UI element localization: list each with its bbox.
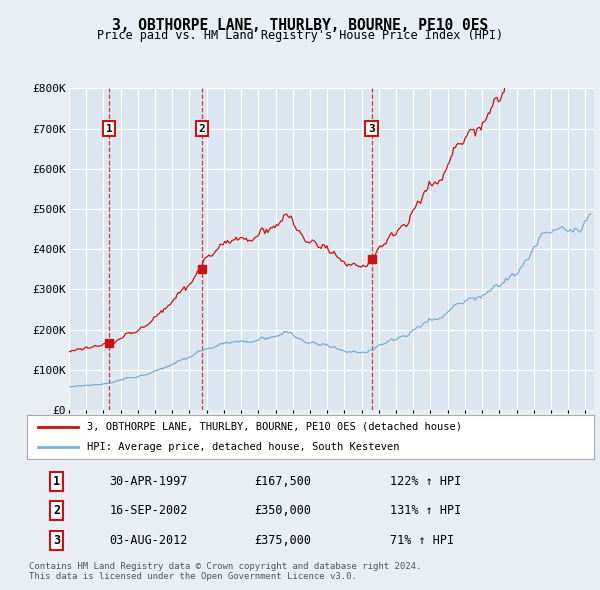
Text: 03-AUG-2012: 03-AUG-2012 [109, 535, 188, 548]
Text: 131% ↑ HPI: 131% ↑ HPI [390, 504, 461, 517]
Text: £375,000: £375,000 [254, 535, 311, 548]
Text: 3, OBTHORPE LANE, THURLBY, BOURNE, PE10 0ES: 3, OBTHORPE LANE, THURLBY, BOURNE, PE10 … [112, 18, 488, 32]
Text: 3: 3 [368, 124, 375, 134]
Text: 122% ↑ HPI: 122% ↑ HPI [390, 474, 461, 487]
Text: 3, OBTHORPE LANE, THURLBY, BOURNE, PE10 0ES (detached house): 3, OBTHORPE LANE, THURLBY, BOURNE, PE10 … [86, 422, 461, 432]
Text: £167,500: £167,500 [254, 474, 311, 487]
Text: 1: 1 [106, 124, 112, 134]
Text: Contains HM Land Registry data © Crown copyright and database right 2024.
This d: Contains HM Land Registry data © Crown c… [29, 562, 421, 581]
Text: Price paid vs. HM Land Registry's House Price Index (HPI): Price paid vs. HM Land Registry's House … [97, 30, 503, 42]
Text: 16-SEP-2002: 16-SEP-2002 [109, 504, 188, 517]
Text: 2: 2 [199, 124, 205, 134]
Text: 71% ↑ HPI: 71% ↑ HPI [390, 535, 454, 548]
Text: 30-APR-1997: 30-APR-1997 [109, 474, 188, 487]
Text: 3: 3 [53, 535, 60, 548]
Text: 2: 2 [53, 504, 60, 517]
Text: 1: 1 [53, 474, 60, 487]
Text: £350,000: £350,000 [254, 504, 311, 517]
Text: HPI: Average price, detached house, South Kesteven: HPI: Average price, detached house, Sout… [86, 442, 399, 452]
